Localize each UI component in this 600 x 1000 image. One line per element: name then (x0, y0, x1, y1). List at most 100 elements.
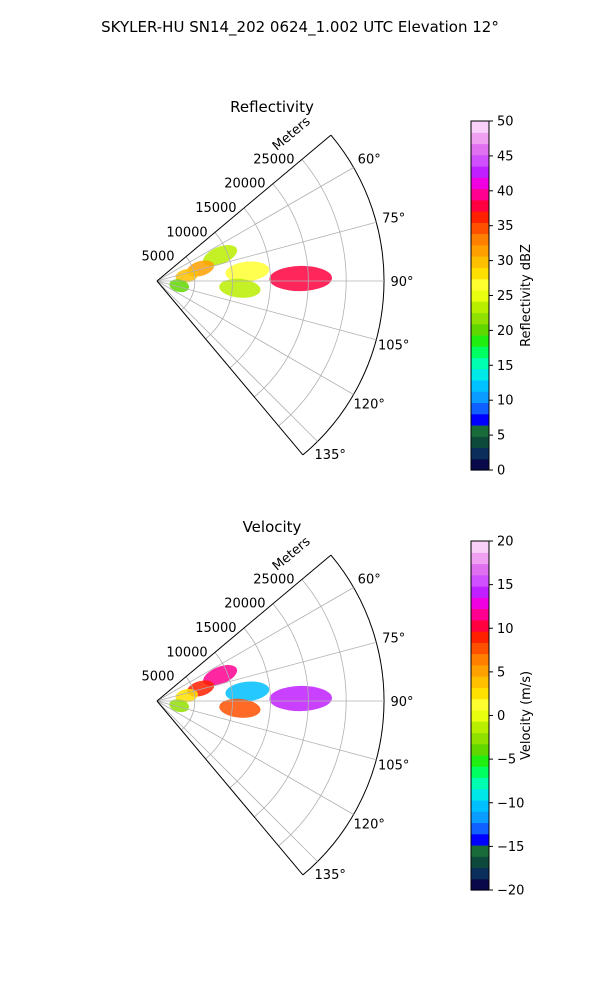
azimuth-gridline (156, 700, 377, 761)
colorbar-swatch (471, 424, 489, 437)
colorbar-swatch (471, 844, 489, 857)
azimuth-gridline (156, 700, 318, 862)
echo-region (269, 265, 332, 292)
echo-region (225, 261, 270, 282)
colorbar-swatch (471, 833, 489, 846)
colorbar-tick-label: 40 (497, 184, 514, 199)
colorbar-swatch (471, 166, 489, 178)
colorbar-swatch (471, 391, 489, 404)
colorbar-tick-label: −15 (497, 840, 524, 855)
colorbar-tick-label: 10 (497, 622, 514, 637)
colorbar-swatch (471, 312, 489, 325)
colorbar-tick-label: 5 (497, 429, 505, 444)
sector-edge-end (156, 700, 304, 876)
colorbar-swatch (471, 856, 489, 869)
range-tick-label: 20000 (224, 177, 265, 192)
echo-region (219, 278, 261, 298)
figure-suptitle: SKYLER-HU SN14_202 0624_1.002 UTC Elevat… (101, 18, 499, 37)
echo-region (203, 245, 238, 266)
colorbar-tick-label: 15 (497, 359, 514, 374)
colorbar-swatch (471, 867, 489, 880)
range-ring (254, 603, 309, 818)
range-axis-label: Meters (270, 114, 314, 154)
azimuth-tick-label: 75° (382, 632, 405, 647)
velocity-title: Velocity (243, 518, 302, 536)
colorbar-swatch (471, 754, 489, 767)
colorbar-swatch (471, 346, 489, 359)
velocity-panel: Velocity 60° 75° 90° 105° 120° 135° 5000 10000 1… (141, 518, 534, 899)
range-tick-label: 25000 (253, 572, 294, 587)
colorbar-tick-label: 45 (497, 149, 514, 164)
azimuth-gridline (156, 280, 318, 442)
colorbar-swatch (471, 357, 489, 370)
range-ring (254, 183, 309, 398)
range-tick-label: 15000 (195, 201, 236, 216)
colorbar-tick-label: 0 (497, 464, 505, 479)
azimuth-tick-label: 135° (315, 868, 346, 883)
colorbar-swatch (471, 211, 489, 223)
colorbar-swatch (471, 563, 489, 576)
range-tick-label: 25000 (253, 152, 294, 167)
range-tick-label: 10000 (166, 225, 207, 240)
colorbar-swatch (471, 799, 489, 812)
colorbar-tick-label: 20 (497, 324, 514, 339)
azimuth-gridline (156, 280, 354, 395)
colorbar-swatch (471, 631, 489, 643)
colorbar-tick-label: 20 (497, 535, 514, 550)
azimuth-tick-label: 75° (382, 212, 405, 227)
colorbar-swatch (471, 608, 489, 621)
colorbar-swatch (471, 244, 489, 257)
colorbar-tick-label: 50 (497, 115, 514, 130)
azimuth-gridline (156, 587, 354, 702)
colorbar-swatch (471, 676, 489, 688)
range-ring (205, 652, 234, 760)
colorbar-swatch (471, 642, 489, 655)
azimuth-tick-label: 105° (378, 338, 409, 353)
colorbar-tick-label: 15 (497, 578, 514, 593)
reflectivity-polar-axes: 60° 75° 90° 105° 120° 135° 5000 10000 15000 20000… (141, 114, 413, 463)
colorbar-swatch (471, 368, 489, 381)
azimuth-gridline (156, 221, 377, 282)
colorbar-swatch (471, 878, 489, 891)
range-tick-label: 5000 (141, 670, 174, 685)
range-ring (205, 232, 234, 340)
colorbar-label: Reflectivity dBZ (519, 244, 534, 347)
colorbar-swatch (471, 222, 489, 235)
reflectivity-title: Reflectivity (230, 98, 314, 116)
colorbar-swatch (471, 709, 489, 722)
colorbar-swatch (471, 458, 489, 471)
colorbar-swatch (471, 811, 489, 824)
colorbar-swatch (471, 619, 489, 632)
sector-edge-end (156, 280, 304, 456)
colorbar-tick-label: −5 (497, 753, 516, 768)
azimuth-gridline (156, 167, 354, 282)
range-tick-label: 15000 (195, 621, 236, 636)
colorbar-swatch (471, 777, 489, 790)
colorbar-tick-label: −10 (497, 796, 524, 811)
azimuth-gridline (156, 280, 377, 341)
colorbar-swatch (471, 413, 489, 426)
colorbar-swatch (471, 233, 489, 246)
azimuth-tick-label: 105° (378, 758, 409, 773)
colorbar-tick-label: 5 (497, 665, 505, 680)
range-axis-label: Meters (270, 534, 314, 574)
echo-region (169, 699, 190, 713)
colorbar-swatch (471, 743, 489, 756)
sector-outer-arc (302, 134, 385, 456)
azimuth-tick-label: 135° (315, 448, 346, 463)
colorbar-swatch (471, 278, 489, 291)
range-ring (278, 159, 347, 427)
colorbar-tick-label: 30 (497, 254, 514, 269)
colorbar-swatch (471, 334, 489, 347)
colorbar-swatch (471, 574, 489, 587)
azimuth-tick-label: 90° (390, 275, 413, 290)
colorbar-swatch (471, 256, 489, 268)
velocity-polar-axes: 60° 75° 90° 105° 120° 135° 5000 10000 15000 20000… (141, 534, 413, 883)
azimuth-tick-label: 120° (354, 818, 385, 833)
colorbar-swatch (471, 188, 489, 201)
sector-outer-arc (302, 554, 385, 876)
range-tick-label: 5000 (141, 250, 174, 265)
colorbar-swatch (471, 597, 489, 610)
range-ring (229, 627, 271, 789)
colorbar-swatch (471, 541, 489, 553)
